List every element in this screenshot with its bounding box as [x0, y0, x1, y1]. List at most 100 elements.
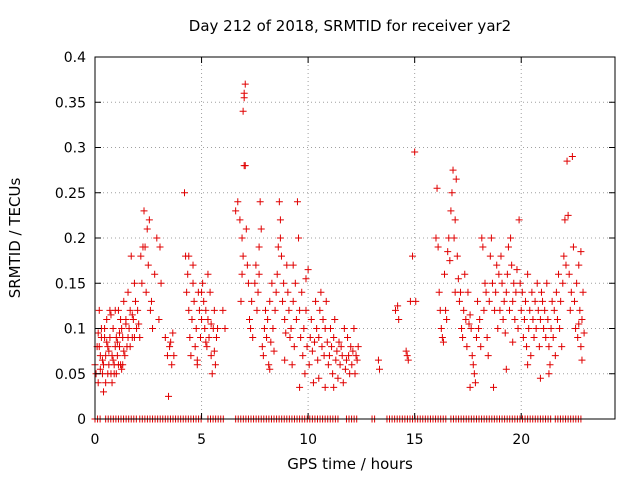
data-point	[288, 361, 296, 369]
data-point	[560, 252, 568, 260]
data-point	[252, 261, 260, 269]
data-point	[433, 184, 441, 192]
data-point	[349, 347, 357, 355]
data-point	[186, 334, 194, 342]
data-point	[521, 297, 529, 305]
data-point	[127, 252, 135, 260]
data-point	[308, 347, 316, 355]
data-point	[120, 297, 128, 305]
y-tick-label: 0.25	[55, 186, 86, 202]
data-point	[272, 288, 280, 296]
data-point	[249, 334, 257, 342]
data-point	[437, 325, 445, 332]
data-point	[142, 288, 150, 296]
data-point	[167, 338, 175, 346]
data-point	[460, 306, 468, 314]
data-point	[317, 288, 325, 296]
data-point	[575, 320, 583, 328]
data-point	[395, 315, 403, 323]
data-point	[578, 315, 586, 323]
data-point	[107, 311, 115, 319]
y-axis-title: SRMTID / TECUs	[6, 178, 24, 299]
data-point	[207, 320, 215, 328]
data-point	[575, 261, 583, 269]
data-point	[187, 352, 195, 360]
data-point	[487, 234, 495, 242]
data-point	[144, 261, 152, 269]
data-point	[566, 306, 574, 314]
y-tick-label: 0.3	[64, 141, 86, 157]
data-point	[102, 379, 110, 387]
data-point	[185, 306, 193, 314]
data-point	[353, 356, 361, 364]
data-point	[151, 270, 159, 278]
data-point	[329, 370, 337, 378]
data-point	[503, 270, 511, 278]
data-point	[268, 279, 276, 287]
data-point	[500, 297, 508, 305]
data-point	[470, 370, 478, 378]
data-point	[394, 302, 402, 310]
data-point	[124, 334, 132, 342]
data-point	[163, 352, 171, 360]
data-point	[199, 279, 207, 287]
data-point	[498, 279, 506, 287]
data-point	[118, 365, 126, 373]
data-point	[130, 279, 138, 287]
data-point	[289, 297, 297, 305]
data-point	[255, 270, 263, 278]
data-point	[275, 198, 283, 206]
data-point	[516, 279, 524, 287]
data-point	[483, 334, 491, 342]
data-point	[104, 370, 112, 378]
data-point	[576, 306, 584, 314]
data-point	[296, 306, 304, 314]
data-point	[478, 234, 486, 242]
data-point	[541, 306, 549, 314]
data-point	[266, 365, 274, 373]
data-point	[276, 216, 284, 224]
data-point	[140, 207, 148, 215]
data-point	[312, 297, 320, 305]
data-point	[510, 279, 518, 287]
data-point	[453, 252, 461, 260]
data-point	[477, 343, 485, 351]
x-tick-labels: 0 5 10 15 20	[91, 432, 531, 448]
data-point	[535, 343, 543, 351]
data-point	[124, 288, 132, 296]
data-point	[465, 320, 473, 328]
data-point	[551, 352, 559, 360]
data-point	[149, 325, 157, 332]
data-point	[464, 288, 472, 296]
data-point	[574, 334, 582, 342]
data-point	[296, 383, 304, 391]
data-point	[191, 343, 199, 351]
data-point	[338, 352, 346, 360]
data-point	[568, 153, 576, 161]
data-point	[536, 374, 544, 382]
data-point	[458, 325, 466, 332]
data-point	[302, 306, 310, 314]
y-tick-label: 0.1	[64, 322, 86, 338]
data-point	[330, 334, 338, 342]
data-point	[302, 275, 310, 283]
data-point	[304, 266, 312, 274]
data-point	[242, 225, 250, 233]
data-point	[545, 370, 553, 378]
x-tick-label: 20	[512, 432, 530, 448]
data-point	[203, 343, 211, 351]
data-point	[181, 189, 189, 197]
data-point	[323, 338, 331, 346]
data-point	[126, 306, 134, 314]
data-point	[112, 334, 120, 342]
y-tick-label: 0.4	[64, 50, 86, 66]
data-point	[116, 329, 124, 337]
data-point	[507, 234, 515, 242]
data-point	[351, 370, 359, 378]
data-point	[494, 325, 502, 332]
data-point	[214, 325, 222, 332]
data-point	[240, 162, 248, 170]
data-point	[253, 306, 261, 314]
data-point	[260, 325, 268, 332]
